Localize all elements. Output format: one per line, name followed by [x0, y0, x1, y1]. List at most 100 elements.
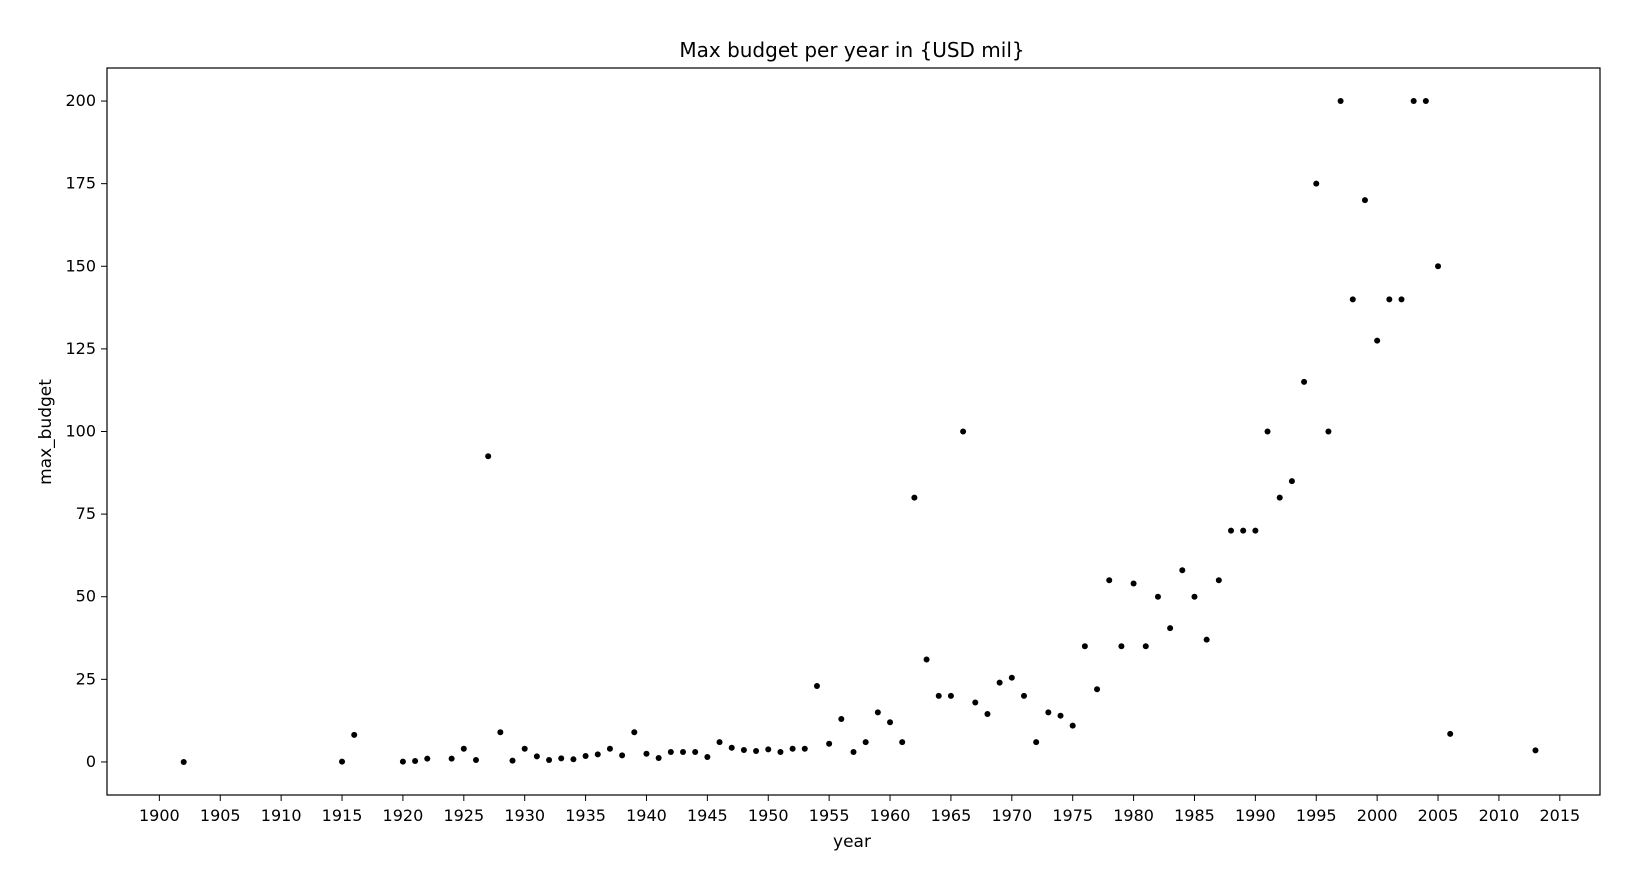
x-tick-label: 2005 [1418, 806, 1459, 825]
data-point [1106, 577, 1113, 584]
data-point [753, 748, 760, 755]
data-point [680, 749, 687, 756]
data-point [728, 744, 735, 751]
x-tick-label: 1955 [809, 806, 850, 825]
y-tick-label: 200 [65, 91, 96, 110]
data-point [1142, 643, 1149, 650]
data-point [1228, 527, 1235, 534]
data-point [1057, 712, 1064, 719]
data-point [570, 756, 577, 763]
x-tick-label: 1960 [870, 806, 911, 825]
data-point [1203, 636, 1210, 643]
data-point [765, 746, 772, 753]
data-point [1045, 709, 1052, 716]
y-axis-label: max_budget [36, 379, 56, 485]
data-point [1301, 378, 1308, 385]
data-point [1118, 643, 1125, 650]
x-tick-label: 1980 [1113, 806, 1154, 825]
x-tick-label: 1930 [504, 806, 545, 825]
x-tick-label: 1950 [748, 806, 789, 825]
data-point [947, 692, 954, 699]
data-point [1179, 567, 1186, 574]
data-point [862, 739, 869, 746]
data-point [1167, 625, 1174, 632]
data-point [472, 756, 479, 763]
data-point [1264, 428, 1271, 435]
data-point [1349, 296, 1356, 303]
data-point [1288, 478, 1295, 485]
data-point [667, 749, 674, 756]
y-tick-label: 175 [65, 174, 96, 193]
chart-title: Max budget per year in {USD mil} [679, 38, 1024, 62]
x-tick-label: 1975 [1052, 806, 1093, 825]
data-point [1154, 593, 1161, 600]
data-point [497, 729, 504, 736]
data-point [546, 756, 553, 763]
x-tick-label: 1925 [443, 806, 484, 825]
data-point [935, 692, 942, 699]
data-point [180, 758, 187, 765]
x-tick-label: 2000 [1357, 806, 1398, 825]
data-point [594, 751, 601, 758]
x-tick-label: 1945 [687, 806, 728, 825]
data-point [789, 745, 796, 752]
data-point [1081, 643, 1088, 650]
data-point [1325, 428, 1332, 435]
data-point [1361, 197, 1368, 204]
data-point [813, 682, 820, 689]
data-point [777, 749, 784, 756]
data-point [692, 749, 699, 756]
data-point [716, 739, 723, 746]
data-point [1191, 593, 1198, 600]
data-point [1337, 98, 1344, 105]
data-point [1447, 730, 1454, 737]
y-tick-label: 150 [65, 256, 96, 275]
data-point [643, 750, 650, 757]
data-point [996, 679, 1003, 686]
data-point [1033, 739, 1040, 746]
data-point [1240, 527, 1247, 534]
x-tick-label: 1990 [1235, 806, 1276, 825]
plot-frame [106, 67, 1601, 796]
data-point [1008, 674, 1015, 681]
x-tick-label: 1910 [261, 806, 302, 825]
x-tick-label: 1915 [322, 806, 363, 825]
data-point [850, 749, 857, 756]
data-point [984, 711, 991, 718]
data-point [972, 699, 979, 706]
y-tick-label: 75 [76, 504, 96, 523]
data-point [485, 453, 492, 460]
x-tick-label: 1935 [565, 806, 606, 825]
data-point [838, 715, 845, 722]
scatter-points [180, 98, 1539, 765]
data-point [960, 428, 967, 435]
data-point [1215, 577, 1222, 584]
data-point [1386, 296, 1393, 303]
x-axis-label: year [833, 832, 871, 852]
data-point [923, 656, 930, 663]
data-point [826, 740, 833, 747]
data-point [801, 745, 808, 752]
x-tick-label: 1920 [383, 806, 424, 825]
data-point [704, 753, 711, 760]
y-tick-label: 25 [76, 669, 96, 688]
data-point [899, 739, 906, 746]
data-point [533, 753, 540, 760]
data-point [448, 755, 455, 762]
data-point [582, 753, 589, 760]
x-axis: 1900 1905 1910 1915 1920 1925 1930 1935 1940 1945… [139, 795, 1580, 825]
data-point [424, 755, 431, 762]
x-tick-label: 1985 [1174, 806, 1215, 825]
data-point [606, 745, 613, 752]
y-tick-label: 0 [86, 752, 96, 771]
data-point [655, 754, 662, 761]
x-tick-label: 2010 [1479, 806, 1520, 825]
data-point [631, 729, 638, 736]
data-point [1398, 296, 1405, 303]
data-point [1252, 527, 1259, 534]
x-tick-label: 1940 [626, 806, 667, 825]
y-tick-label: 125 [65, 339, 96, 358]
data-point [1374, 337, 1381, 344]
